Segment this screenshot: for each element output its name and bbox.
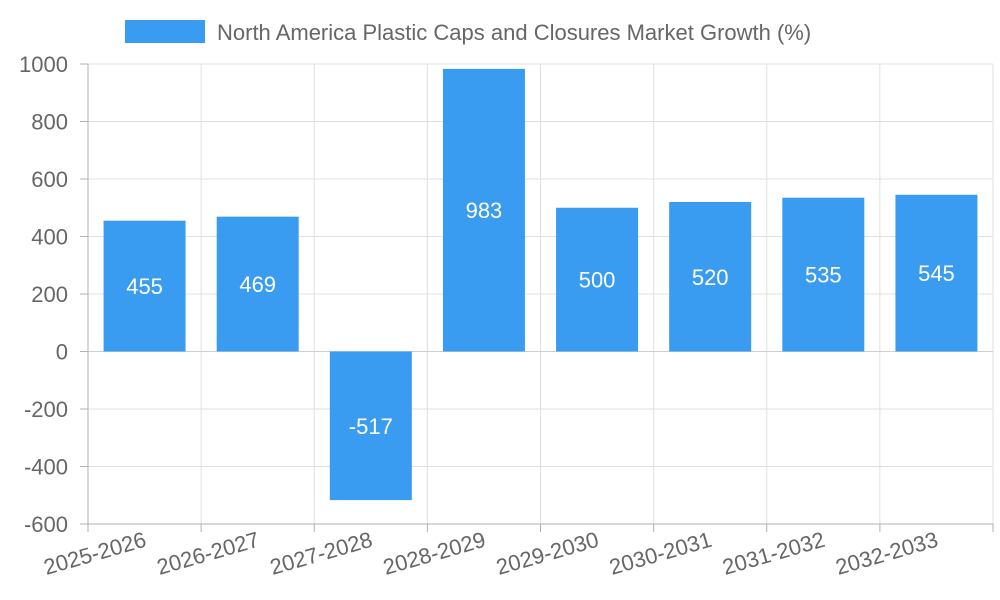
- y-tick-label: 800: [31, 110, 68, 135]
- axes: [80, 63, 994, 532]
- bar-value-label: 545: [918, 261, 955, 286]
- legend[interactable]: North America Plastic Caps and Closures …: [125, 20, 811, 45]
- x-tick-label: 2029-2030: [493, 527, 601, 580]
- bar-value-label: 455: [126, 274, 163, 299]
- y-tick-label: 400: [31, 225, 68, 250]
- bar[interactable]: [103, 220, 186, 352]
- bar[interactable]: [669, 202, 752, 352]
- bar-value-label: 500: [579, 268, 616, 293]
- bar-value-label: 469: [239, 272, 276, 297]
- y-tick-label: 600: [31, 167, 68, 192]
- bars: [103, 68, 978, 501]
- y-tick-label: 0: [56, 340, 68, 365]
- legend-swatch[interactable]: [125, 20, 205, 43]
- y-tick-label: -200: [24, 397, 68, 422]
- x-tick-label: 2032-2033: [833, 527, 941, 580]
- x-tick-label: 2030-2031: [607, 527, 715, 580]
- bar-value-label: 520: [692, 265, 729, 290]
- y-tick-label: -400: [24, 455, 68, 480]
- bar[interactable]: [556, 207, 639, 352]
- bar[interactable]: [329, 351, 412, 501]
- bar[interactable]: [895, 194, 978, 352]
- legend-label[interactable]: North America Plastic Caps and Closures …: [217, 20, 811, 45]
- x-tick-label: 2027-2028: [267, 527, 375, 580]
- bar[interactable]: [442, 68, 525, 352]
- x-tick-label: 2031-2032: [720, 527, 828, 580]
- y-tick-label: 1000: [19, 52, 68, 77]
- bar[interactable]: [216, 216, 299, 352]
- x-tick-label: 2026-2027: [154, 527, 262, 580]
- y-tick-label: -600: [24, 512, 68, 537]
- x-tick-label: 2028-2029: [380, 527, 488, 580]
- bar-value-label: -517: [349, 414, 393, 439]
- y-tick-label: 200: [31, 282, 68, 307]
- bar[interactable]: [782, 197, 865, 352]
- bar-value-label: 983: [466, 198, 503, 223]
- bar-value-label: 535: [805, 263, 842, 288]
